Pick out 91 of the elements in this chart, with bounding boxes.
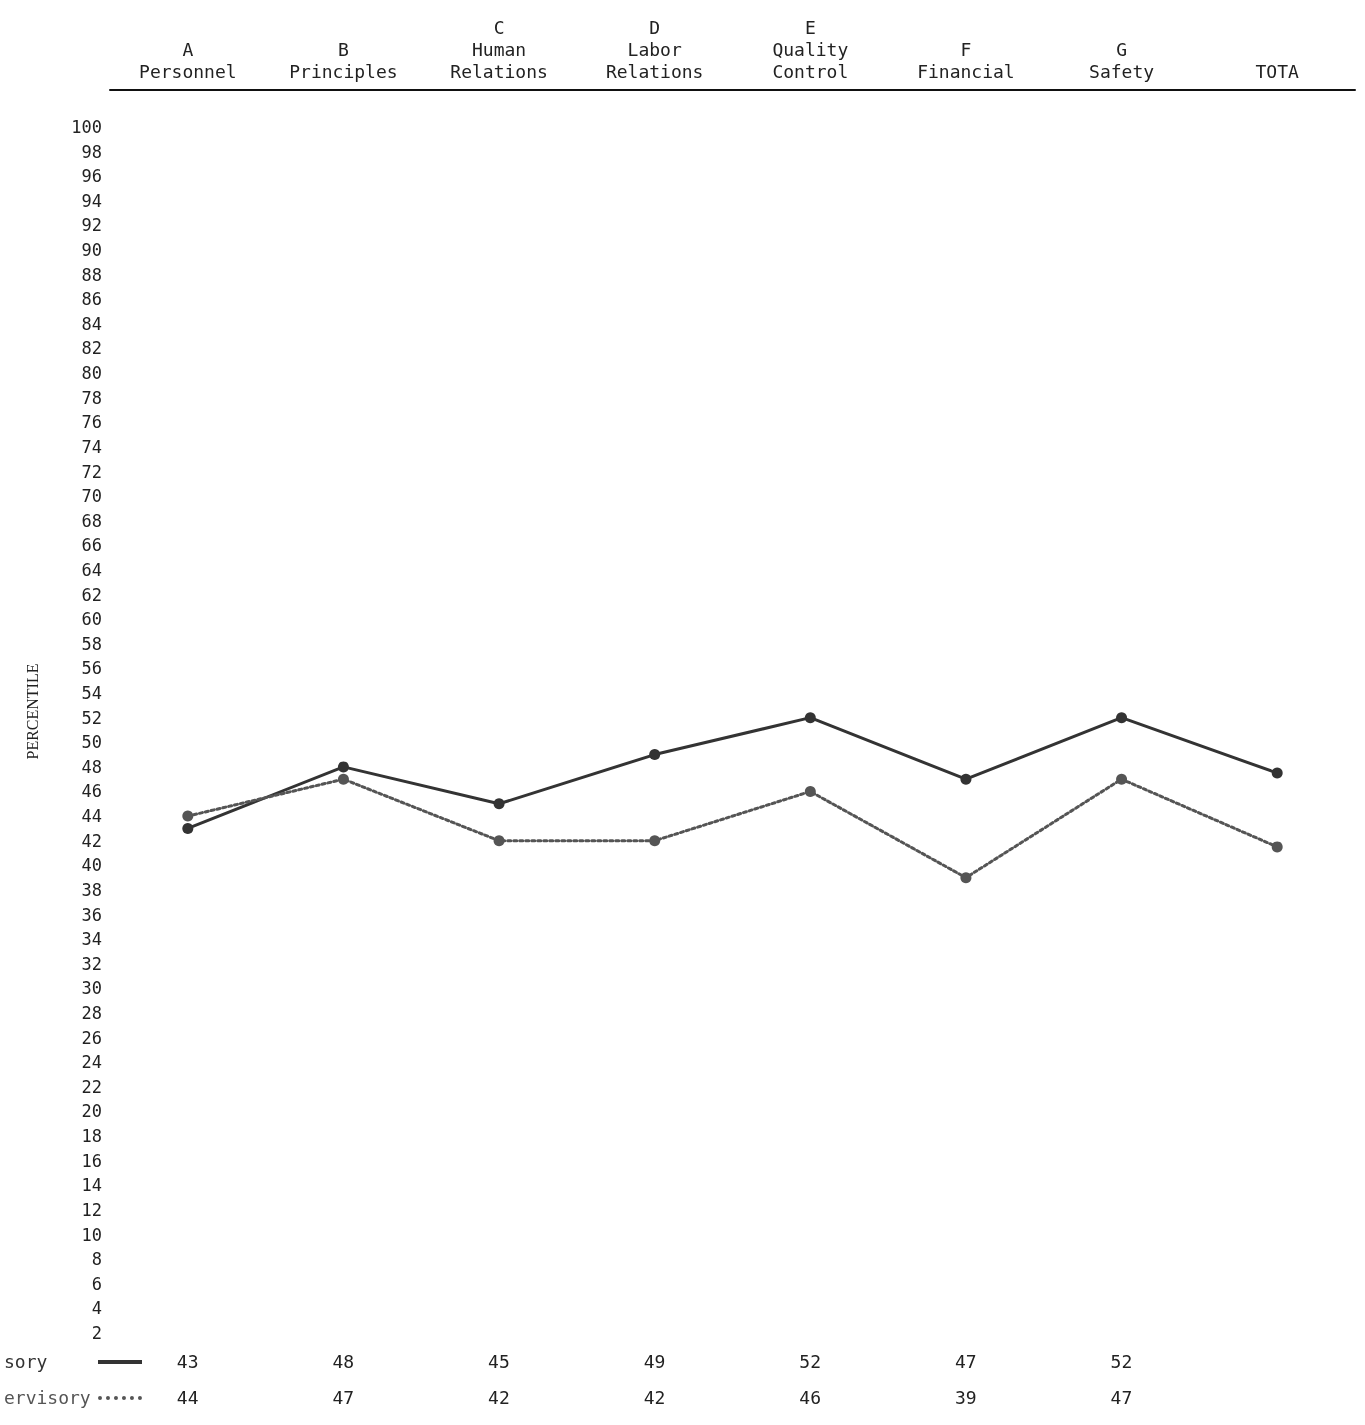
y-tick-label: 46: [81, 781, 102, 802]
y-tick-label: 52: [81, 707, 102, 728]
y-tick-label: 22: [81, 1076, 102, 1097]
point: [1116, 773, 1128, 785]
y-tick-label: 70: [81, 486, 102, 507]
y-tick-label: 40: [81, 855, 102, 876]
data-label: 47: [332, 1387, 355, 1408]
y-tick-label: 26: [81, 1027, 102, 1048]
point: [960, 773, 972, 785]
y-tick-label: 62: [81, 584, 102, 605]
x-tick-label: TOTA: [1255, 60, 1300, 82]
data-label: 42: [488, 1387, 510, 1408]
x-tick-label: E Quality Control: [772, 16, 849, 82]
point: [649, 835, 661, 847]
data-label: 43: [176, 1351, 199, 1372]
y-tick-label: 14: [81, 1175, 102, 1196]
data-label: 47: [954, 1351, 977, 1372]
data-label: 48: [332, 1351, 355, 1372]
y-tick-label: 82: [81, 338, 102, 359]
y-tick-label: 78: [81, 387, 102, 408]
data-label: 49: [643, 1351, 666, 1372]
point: [804, 786, 816, 797]
data-label: 52: [1110, 1351, 1133, 1372]
y-axis-title: PERCENTILE: [23, 663, 41, 760]
data-label: 45: [488, 1351, 510, 1372]
y-tick-label: 44: [81, 806, 102, 827]
y-tick-label: 18: [81, 1126, 102, 1147]
y-tick-label: 76: [81, 412, 102, 433]
x-tick-label: C Human Relations: [450, 16, 548, 82]
y-tick-label: 42: [81, 830, 102, 851]
point: [493, 835, 505, 847]
point: [1271, 841, 1283, 853]
data-label: 44: [176, 1387, 199, 1408]
point: [960, 872, 972, 884]
y-tick-label: 86: [81, 289, 102, 310]
point: [1271, 767, 1283, 779]
y-tick-label: 98: [81, 141, 102, 162]
legend-label: ervisory: [4, 1387, 91, 1408]
x-tick-label: F Financial: [917, 38, 1015, 82]
y-tick-label: 8: [91, 1249, 102, 1270]
y-tick-label: 30: [81, 978, 102, 999]
y-tick-label: 54: [81, 683, 102, 704]
y-tick-label: 56: [81, 658, 102, 679]
y-tick-label: 88: [81, 264, 102, 285]
point: [649, 749, 661, 761]
y-tick-label: 16: [81, 1150, 102, 1171]
point: [493, 798, 505, 810]
y-tick-label: 6: [91, 1273, 102, 1294]
y-tick-label: 64: [81, 559, 102, 580]
data-label: 46: [799, 1387, 821, 1408]
y-tick-label: 28: [81, 1003, 102, 1024]
y-tick-label: 72: [81, 461, 102, 482]
data-label: 52: [799, 1351, 821, 1372]
point: [804, 712, 816, 724]
data-label: 42: [643, 1387, 666, 1408]
text: sory: [4, 1351, 48, 1372]
x-tick-label: B Principles: [289, 38, 398, 82]
point: [337, 773, 349, 785]
y-tick-label: 34: [81, 929, 102, 950]
y-tick-label: 100: [71, 116, 102, 137]
y-tick-label: 48: [81, 756, 102, 777]
y-tick-label: 74: [81, 436, 102, 457]
y-tick-label: 94: [81, 190, 102, 211]
y-tick-label: 96: [81, 166, 102, 187]
y-tick-label: 50: [81, 732, 102, 753]
y-tick-label: 4: [91, 1298, 102, 1319]
y-tick-label: 38: [81, 879, 102, 900]
point: [1116, 712, 1128, 724]
y-tick-label: 80: [81, 363, 102, 384]
point: [182, 822, 194, 834]
x-tick-label: D Labor Relations: [605, 16, 704, 82]
data-label: 47: [1110, 1387, 1133, 1408]
y-tick-label: 68: [81, 510, 102, 531]
y-tick-label: 60: [81, 609, 102, 630]
y-tick-label: 32: [81, 953, 102, 974]
y-tick-label: 20: [81, 1101, 102, 1122]
y-tick-label: 84: [81, 313, 102, 334]
y-tick-label: 2: [91, 1323, 102, 1343]
y-tick-label: 10: [81, 1224, 102, 1245]
y-tick-label: 36: [81, 904, 102, 925]
y-tick-label: 66: [81, 535, 102, 556]
y-tick-label: 24: [81, 1052, 102, 1073]
x-tick-label: A Personnel: [139, 38, 237, 82]
y-tick-label: 90: [81, 239, 102, 260]
data-label: 39: [954, 1387, 977, 1408]
point: [337, 761, 349, 773]
y-tick-label: 58: [81, 633, 102, 654]
y-tick-label: 12: [81, 1199, 102, 1220]
x-tick-label: G Safety: [1089, 38, 1155, 82]
point: [182, 810, 194, 822]
y-tick-label: 92: [81, 215, 102, 236]
